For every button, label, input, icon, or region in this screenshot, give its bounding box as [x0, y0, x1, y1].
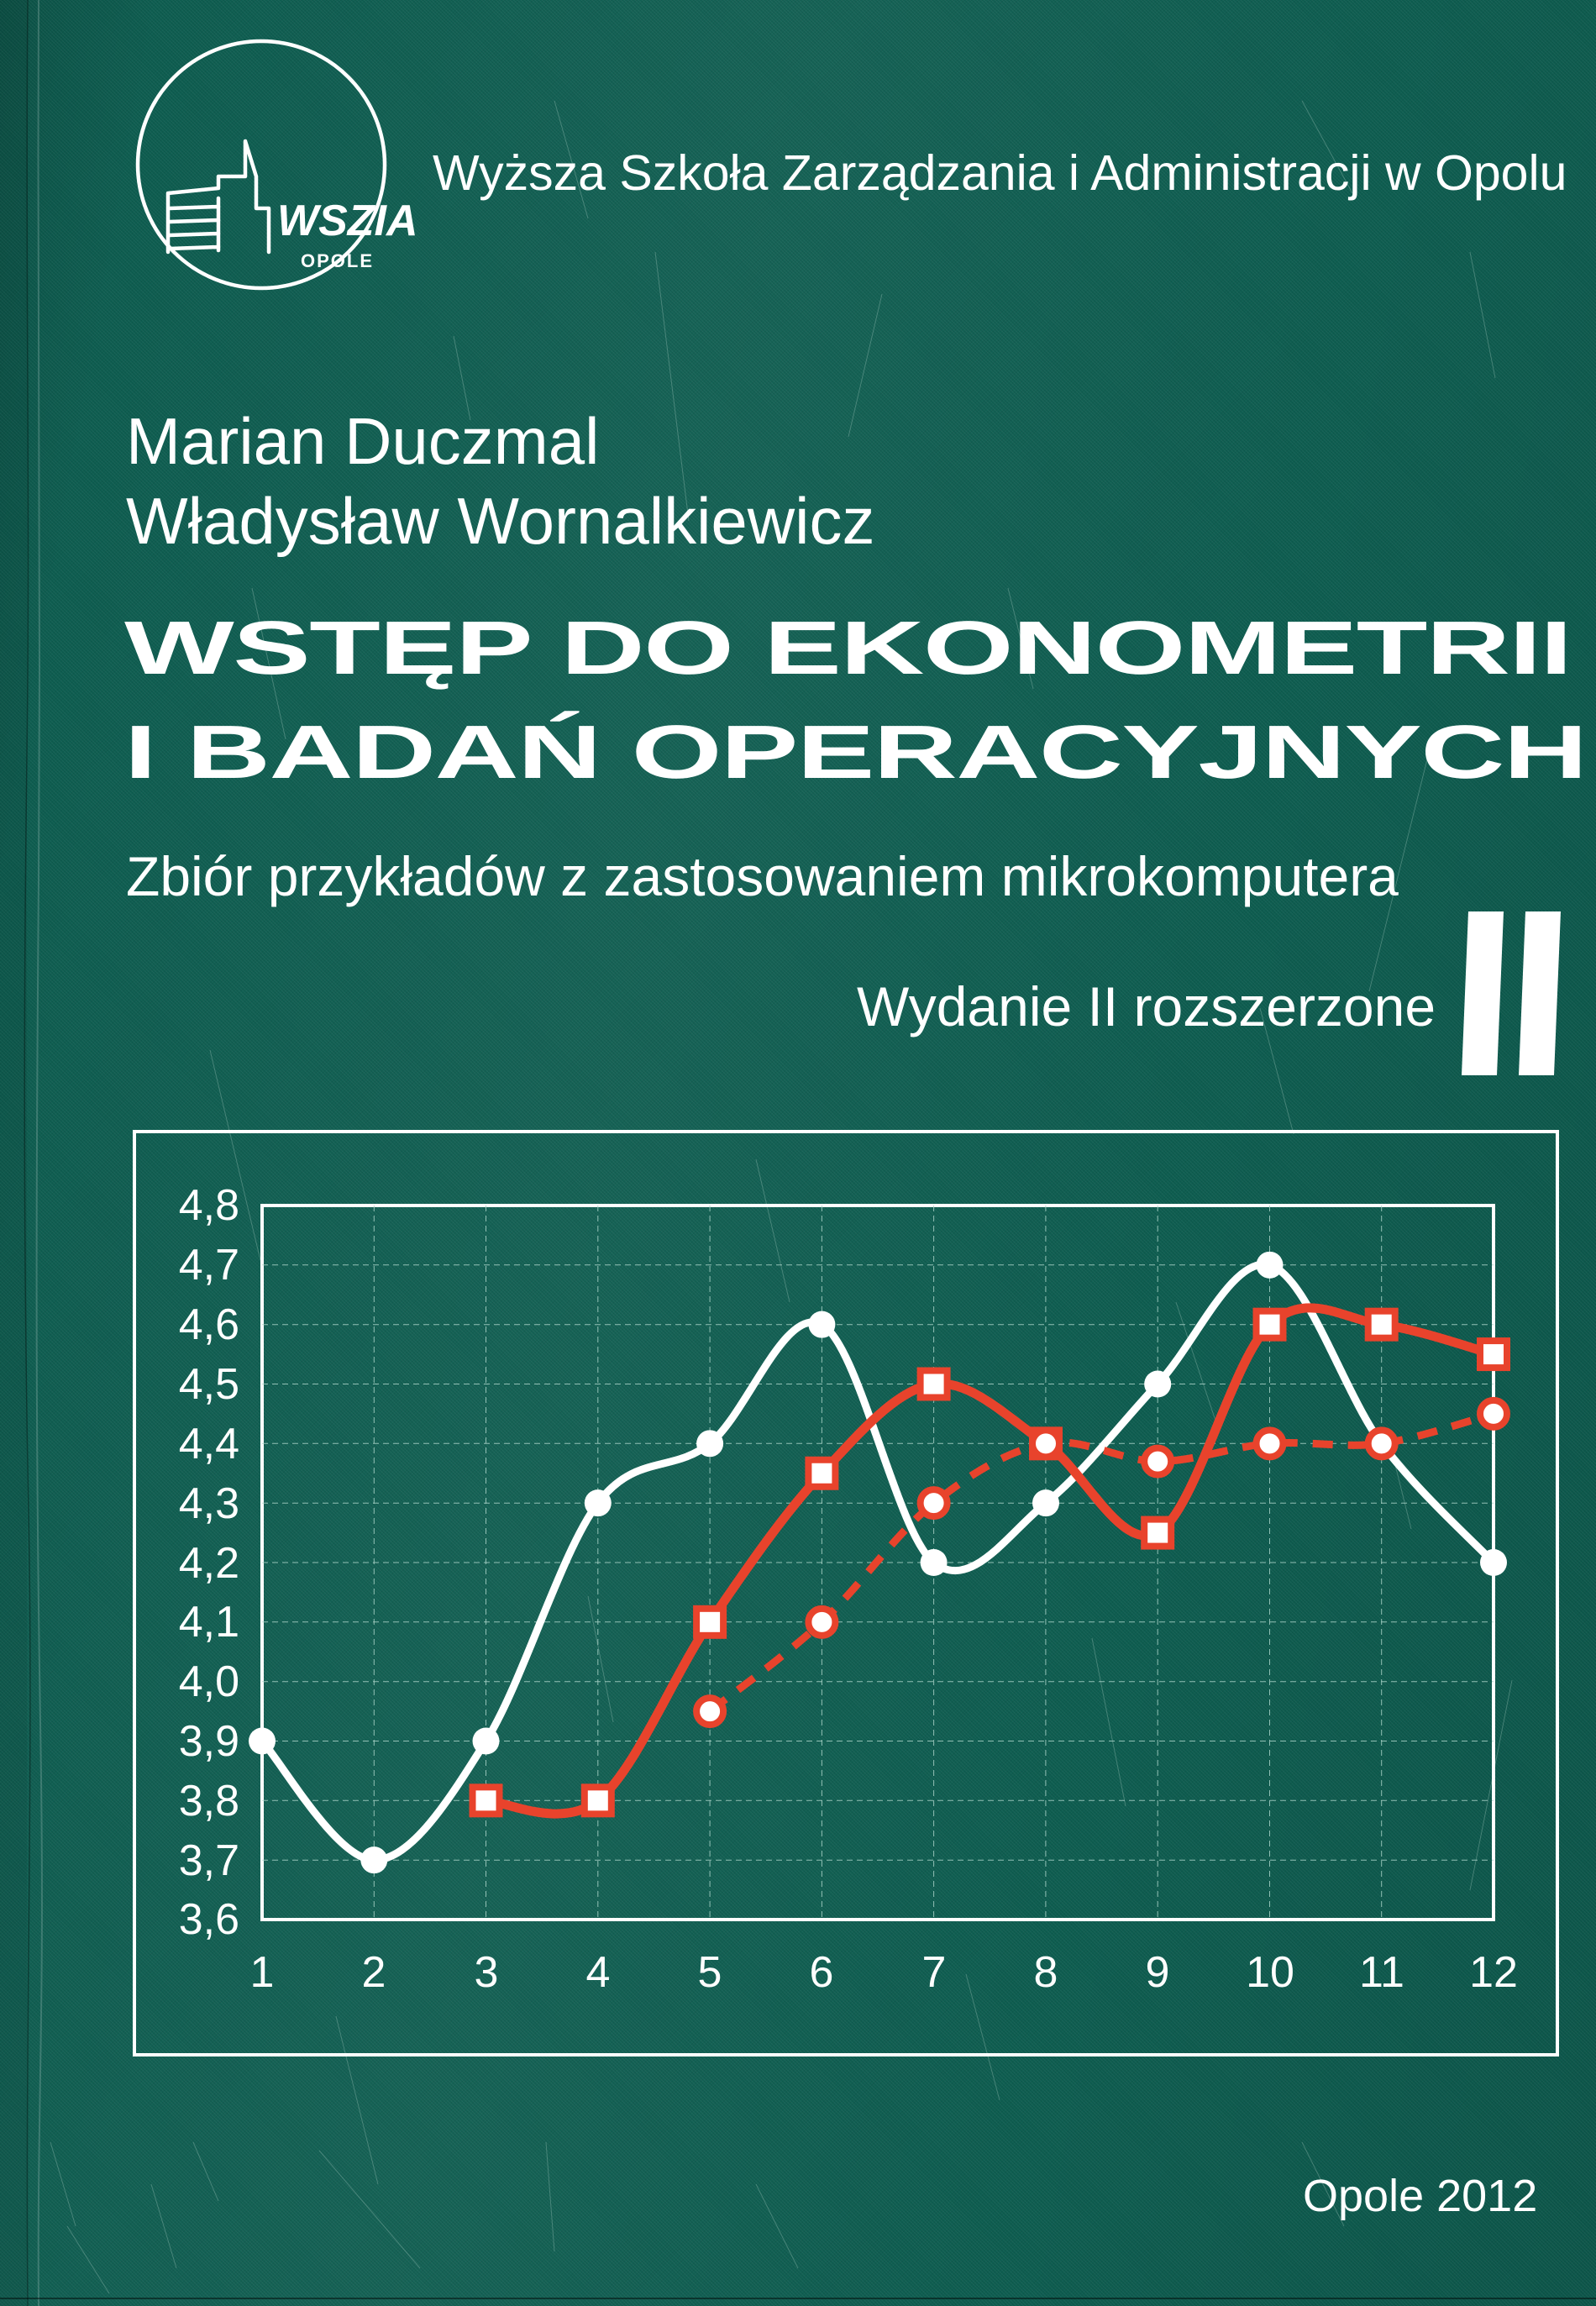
svg-text:1: 1 [250, 1948, 275, 1997]
svg-text:6: 6 [810, 1948, 834, 1997]
svg-text:7: 7 [922, 1948, 947, 1997]
svg-text:4,8: 4,8 [179, 1181, 239, 1230]
svg-text:2: 2 [362, 1948, 386, 1997]
svg-text:4: 4 [586, 1948, 611, 1997]
svg-text:3: 3 [475, 1948, 499, 1997]
svg-text:11: 11 [1359, 1948, 1404, 1997]
svg-text:3,6: 3,6 [179, 1895, 239, 1944]
svg-text:4,6: 4,6 [179, 1300, 239, 1349]
svg-text:4,1: 4,1 [179, 1598, 239, 1647]
svg-text:3,7: 3,7 [179, 1836, 239, 1885]
svg-text:4,5: 4,5 [179, 1360, 239, 1409]
svg-text:5: 5 [698, 1948, 722, 1997]
svg-text:3,9: 3,9 [179, 1717, 239, 1766]
svg-text:4,0: 4,0 [179, 1657, 239, 1706]
svg-text:3,8: 3,8 [179, 1777, 239, 1825]
svg-text:10: 10 [1246, 1948, 1294, 1997]
svg-text:4,3: 4,3 [179, 1479, 239, 1528]
svg-text:4,2: 4,2 [179, 1539, 239, 1588]
svg-text:8: 8 [1034, 1948, 1058, 1997]
svg-text:12: 12 [1469, 1948, 1518, 1997]
svg-text:4,4: 4,4 [179, 1420, 239, 1468]
svg-text:9: 9 [1146, 1948, 1170, 1997]
svg-text:4,7: 4,7 [179, 1241, 239, 1290]
